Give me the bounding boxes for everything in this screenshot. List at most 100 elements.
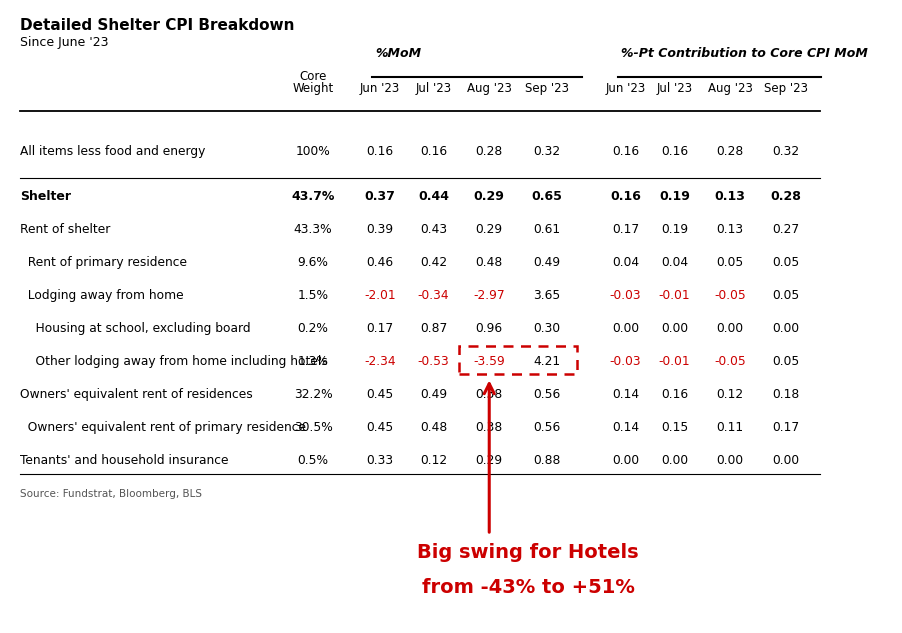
Text: 0.05: 0.05	[771, 289, 798, 302]
Text: 0.11: 0.11	[716, 421, 743, 434]
Text: -0.01: -0.01	[658, 355, 690, 368]
Text: 0.27: 0.27	[771, 223, 798, 236]
Text: Core: Core	[299, 70, 327, 83]
Text: 0.13: 0.13	[713, 190, 745, 203]
Text: 43.7%: 43.7%	[291, 190, 335, 203]
Text: 0.16: 0.16	[612, 145, 639, 158]
Text: 0.61: 0.61	[532, 223, 559, 236]
Text: Rent of primary residence: Rent of primary residence	[21, 256, 188, 269]
Text: 0.05: 0.05	[771, 355, 798, 368]
Text: 0.29: 0.29	[475, 223, 502, 236]
Text: 100%: 100%	[296, 145, 330, 158]
Text: 0.87: 0.87	[419, 322, 446, 335]
Text: 0.12: 0.12	[716, 388, 743, 401]
Text: 0.39: 0.39	[366, 223, 393, 236]
Text: Jun '23: Jun '23	[359, 82, 400, 95]
Text: Other lodging away from home including hotels: Other lodging away from home including h…	[21, 355, 327, 368]
Text: 0.38: 0.38	[475, 388, 502, 401]
Text: -0.03: -0.03	[609, 355, 640, 368]
Text: Jul '23: Jul '23	[656, 82, 692, 95]
Text: 0.37: 0.37	[364, 190, 395, 203]
Text: 0.28: 0.28	[769, 190, 800, 203]
Text: 0.12: 0.12	[419, 454, 446, 467]
Text: Aug '23: Aug '23	[707, 82, 751, 95]
Text: 0.30: 0.30	[532, 322, 559, 335]
Text: 9.6%: 9.6%	[298, 256, 328, 269]
Text: 0.16: 0.16	[660, 388, 687, 401]
Text: Housing at school, excluding board: Housing at school, excluding board	[21, 322, 251, 335]
Text: 0.16: 0.16	[610, 190, 640, 203]
Text: 0.14: 0.14	[612, 421, 639, 434]
Text: 0.33: 0.33	[366, 454, 393, 467]
Text: Shelter: Shelter	[21, 190, 71, 203]
Text: 0.45: 0.45	[366, 388, 393, 401]
Text: 0.65: 0.65	[530, 190, 562, 203]
Text: 0.19: 0.19	[658, 190, 689, 203]
Text: Owners' equivalent rent of primary residence: Owners' equivalent rent of primary resid…	[21, 421, 306, 434]
Text: -2.97: -2.97	[473, 289, 504, 302]
Text: 0.2%: 0.2%	[298, 322, 328, 335]
Text: -0.01: -0.01	[658, 289, 690, 302]
Text: -0.03: -0.03	[609, 289, 640, 302]
Text: -0.05: -0.05	[713, 289, 745, 302]
Text: Jun '23: Jun '23	[604, 82, 645, 95]
Text: Sep '23: Sep '23	[524, 82, 568, 95]
Text: 0.05: 0.05	[715, 256, 743, 269]
Text: 43.3%: 43.3%	[293, 223, 332, 236]
Text: 0.32: 0.32	[532, 145, 559, 158]
Text: -2.34: -2.34	[364, 355, 395, 368]
Text: 4.21: 4.21	[532, 355, 559, 368]
Text: 32.2%: 32.2%	[293, 388, 332, 401]
Text: 3.65: 3.65	[532, 289, 559, 302]
Text: Since June '23: Since June '23	[21, 36, 109, 49]
Text: 0.18: 0.18	[771, 388, 798, 401]
Text: All items less food and energy: All items less food and energy	[21, 145, 206, 158]
Text: 1.3%: 1.3%	[298, 355, 328, 368]
Text: 0.5%: 0.5%	[298, 454, 328, 467]
Text: 0.15: 0.15	[660, 421, 687, 434]
Text: 0.49: 0.49	[419, 388, 446, 401]
Text: %-Pt Contribution to Core CPI MoM: %-Pt Contribution to Core CPI MoM	[620, 47, 867, 60]
Text: 0.00: 0.00	[771, 322, 798, 335]
Text: Big swing for Hotels: Big swing for Hotels	[417, 543, 639, 562]
Text: 0.56: 0.56	[532, 388, 559, 401]
Text: 0.16: 0.16	[419, 145, 446, 158]
Text: 0.28: 0.28	[475, 145, 502, 158]
Text: 1.5%: 1.5%	[298, 289, 328, 302]
Text: 0.56: 0.56	[532, 421, 559, 434]
Text: 0.32: 0.32	[771, 145, 798, 158]
Text: 0.19: 0.19	[660, 223, 687, 236]
Text: Aug '23: Aug '23	[466, 82, 511, 95]
Text: Weight: Weight	[292, 82, 334, 95]
Text: Detailed Shelter CPI Breakdown: Detailed Shelter CPI Breakdown	[21, 18, 295, 33]
Text: 0.04: 0.04	[612, 256, 639, 269]
Text: Tenants' and household insurance: Tenants' and household insurance	[21, 454, 228, 467]
Text: 0.38: 0.38	[475, 421, 502, 434]
Text: -0.34: -0.34	[418, 289, 449, 302]
Text: 0.14: 0.14	[612, 388, 639, 401]
Text: 0.29: 0.29	[474, 190, 504, 203]
Text: from -43% to +51%: from -43% to +51%	[421, 578, 634, 597]
Text: 0.45: 0.45	[366, 421, 393, 434]
Text: 0.00: 0.00	[660, 322, 687, 335]
Text: 0.43: 0.43	[419, 223, 446, 236]
Text: -3.59: -3.59	[473, 355, 504, 368]
Text: 0.13: 0.13	[716, 223, 743, 236]
Text: -2.01: -2.01	[364, 289, 395, 302]
Text: 0.48: 0.48	[475, 256, 502, 269]
Text: Owners' equivalent rent of residences: Owners' equivalent rent of residences	[21, 388, 253, 401]
Text: 0.00: 0.00	[612, 454, 639, 467]
Text: Rent of shelter: Rent of shelter	[21, 223, 111, 236]
Text: Source: Fundstrat, Bloomberg, BLS: Source: Fundstrat, Bloomberg, BLS	[21, 489, 202, 499]
Text: 0.04: 0.04	[660, 256, 687, 269]
Text: -0.05: -0.05	[713, 355, 745, 368]
Text: 0.88: 0.88	[532, 454, 560, 467]
Text: 0.42: 0.42	[419, 256, 446, 269]
Text: 0.00: 0.00	[771, 454, 798, 467]
Text: 0.28: 0.28	[715, 145, 743, 158]
Text: 0.29: 0.29	[475, 454, 502, 467]
Text: 0.05: 0.05	[771, 256, 798, 269]
Text: %MoM: %MoM	[375, 47, 421, 60]
Text: 0.16: 0.16	[366, 145, 393, 158]
Text: 0.16: 0.16	[660, 145, 687, 158]
